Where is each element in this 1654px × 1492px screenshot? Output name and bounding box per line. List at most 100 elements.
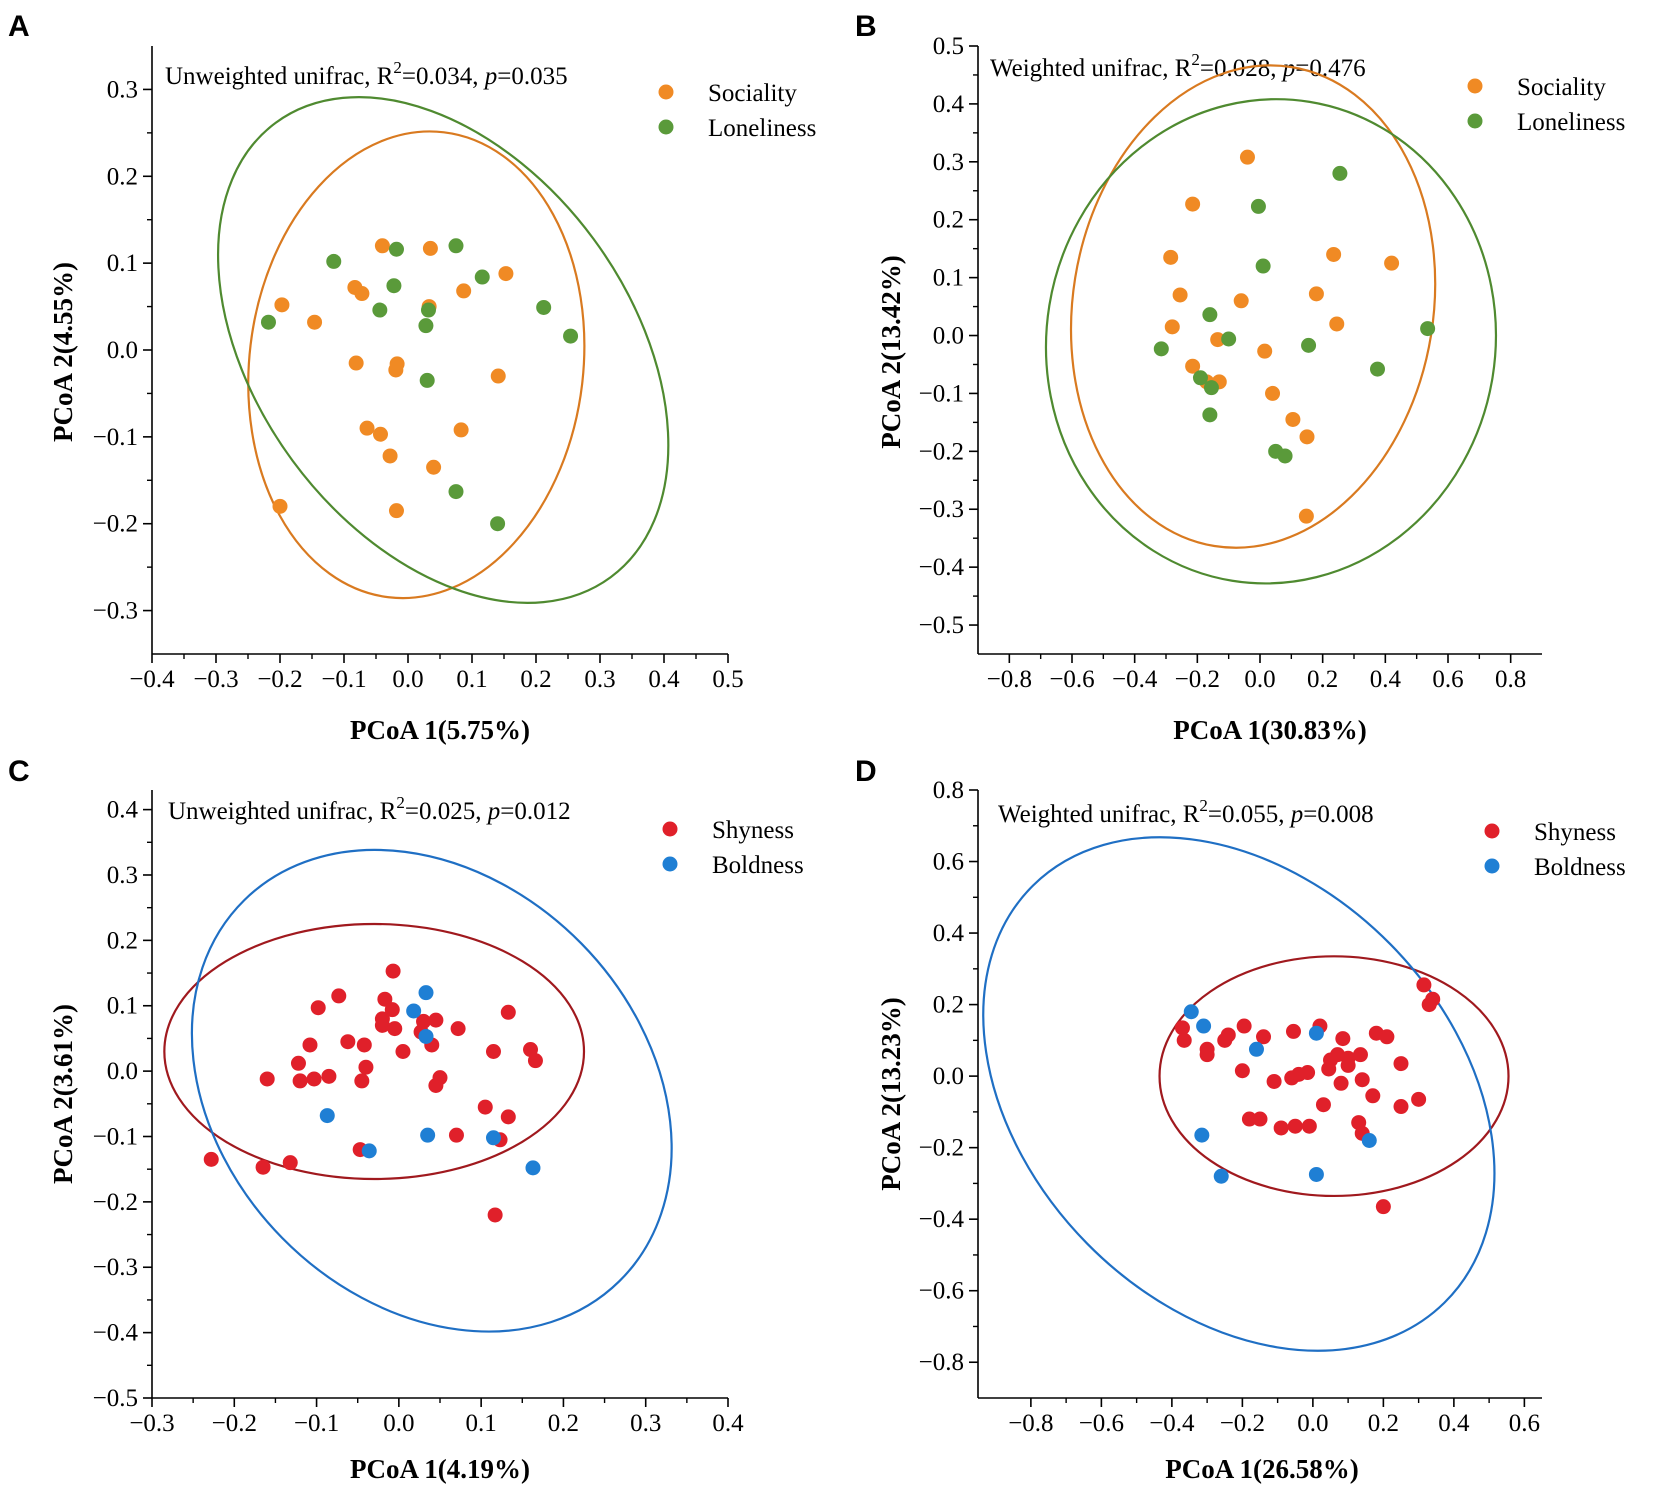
data-point-sociality: [307, 314, 323, 330]
data-point-boldness: [406, 1003, 422, 1019]
x-axis-title: PCoA 1(4.19%): [350, 1454, 530, 1484]
data-point-sociality: [1299, 429, 1315, 445]
legend-label-boldness: Boldness: [1534, 854, 1626, 881]
x-tick-label: 0.4: [712, 1410, 744, 1437]
panel-b: B −0.8 −0.6 −0.4 −0.2 0.0 0.2 0.4 0.6 0.8 −0.5 −0.4…: [855, 10, 1625, 745]
data-point-sociality: [1285, 411, 1301, 427]
data-point-shyness: [485, 1044, 501, 1060]
data-point-loneliness: [1332, 165, 1348, 181]
confidence-ellipse-shyness: [163, 922, 586, 1181]
legend-marker-boldness: [1484, 858, 1500, 874]
stats-annotation: Unweighted unifrac, R2=0.025, p=0.012: [168, 793, 571, 825]
data-point-loneliness: [474, 269, 490, 285]
x-tick-label: −0.4: [1112, 666, 1158, 693]
data-point-sociality: [1233, 293, 1249, 309]
x-tick-label: 0.6: [1432, 666, 1463, 693]
data-point-loneliness: [418, 318, 434, 334]
x-tick-label: 0.0: [1297, 1410, 1328, 1437]
y-tick-label: −0.1: [93, 1123, 138, 1150]
data-point-shyness: [1321, 1061, 1337, 1077]
data-point-sociality: [490, 368, 506, 384]
x-tick-label: 0.4: [1438, 1410, 1470, 1437]
data-point-sociality: [372, 426, 388, 442]
data-point-sociality: [1326, 246, 1342, 262]
data-point-sociality: [498, 266, 514, 282]
y-tick-label: 0.4: [933, 920, 965, 947]
data-point-sociality: [1172, 287, 1188, 303]
y-tick-label: −0.8: [919, 1349, 964, 1376]
data-point-loneliness: [1420, 321, 1436, 337]
data-point-loneliness: [490, 516, 506, 532]
data-point-sociality: [1185, 358, 1201, 374]
data-point-loneliness: [260, 314, 276, 330]
stats-annotation: Unweighted unifrac, R2=0.034, p=0.035: [165, 58, 568, 90]
data-point-loneliness: [1250, 198, 1266, 214]
panel-c: C −0.3 −0.2 −0.1 0.0 0.1 0.2 0.3 0.4 −0.5 −0.4 −0.3…: [8, 755, 804, 1484]
y-tick-label: 0.3: [107, 862, 138, 889]
x-tick-label: −0.1: [321, 666, 366, 693]
annotation-superscript: 2: [1191, 50, 1200, 69]
data-point-sociality: [388, 503, 404, 519]
y-tick-label: 0.2: [933, 992, 964, 1019]
data-point-loneliness: [386, 278, 402, 294]
x-tick-label: −0.2: [1175, 666, 1220, 693]
legend-marker-sociality: [658, 84, 674, 100]
annotation-prefix: Unweighted unifrac, R: [165, 63, 394, 90]
y-axis-title: PCoA 2(13.23%): [876, 997, 906, 1190]
y-tick-label: 0.0: [933, 323, 964, 350]
panel-letter: A: [8, 10, 30, 43]
data-point-shyness: [1174, 1020, 1190, 1036]
legend-label-sociality: Sociality: [708, 80, 797, 107]
x-tick-label: 0.6: [1509, 1410, 1540, 1437]
data-point-loneliness: [448, 238, 464, 254]
x-tick-label: −0.3: [129, 1410, 174, 1437]
panel-letter: B: [855, 10, 877, 43]
data-point-sociality: [1329, 316, 1345, 332]
annotation-p-symbol: p: [486, 798, 501, 825]
data-point-shyness: [1375, 1199, 1391, 1215]
annotation-r2: =0.025,: [405, 798, 488, 825]
stats-annotation: Weighted unifrac, R2=0.055, p=0.008: [998, 796, 1374, 828]
x-tick-label: 0.1: [466, 1410, 497, 1437]
legend-marker-loneliness: [658, 119, 674, 135]
confidence-ellipse-loneliness: [1044, 98, 1498, 585]
y-tick-label: 0.4: [107, 797, 139, 824]
data-point-shyness: [354, 1073, 370, 1089]
panel-letter: C: [8, 755, 30, 788]
data-point-shyness: [203, 1151, 219, 1167]
y-tick-label: −0.2: [919, 1135, 964, 1162]
data-point-loneliness: [1301, 337, 1317, 353]
data-point-shyness: [377, 991, 393, 1007]
y-tick-label: −0.3: [93, 598, 138, 625]
data-point-loneliness: [326, 253, 342, 269]
legend-marker-shyness: [1484, 823, 1500, 839]
y-tick-label: 0.1: [107, 993, 138, 1020]
data-point-boldness: [361, 1143, 377, 1159]
data-point-shyness: [1340, 1057, 1356, 1073]
data-point-loneliness: [563, 328, 579, 344]
data-point-sociality: [1384, 255, 1400, 271]
annotation-superscript: 2: [393, 58, 402, 77]
y-tick-label: 0.0: [107, 1058, 138, 1085]
data-point-shyness: [500, 1109, 516, 1125]
confidence-ellipse-sociality: [247, 130, 586, 600]
data-point-boldness: [1248, 1041, 1264, 1057]
x-tick-label: −0.4: [1149, 1410, 1195, 1437]
legend-marker-shyness: [662, 821, 678, 837]
data-point-shyness: [1335, 1031, 1351, 1047]
annotation-r2: =0.034,: [402, 63, 485, 90]
data-point-shyness: [340, 1034, 356, 1050]
data-point-shyness: [302, 1037, 318, 1053]
data-point-shyness: [1241, 1111, 1257, 1127]
data-point-boldness: [1308, 1025, 1324, 1041]
x-tick-label: −0.1: [294, 1410, 339, 1437]
x-tick-label: −0.8: [987, 666, 1032, 693]
x-axis-title: PCoA 1(30.83%): [1173, 715, 1366, 745]
annotation-p-value: =0.008: [1303, 801, 1373, 828]
x-tick-label: −0.3: [193, 666, 238, 693]
annotation-p-value: =0.035: [497, 63, 567, 90]
confidence-ellipse-boldness: [190, 848, 673, 1333]
data-point-sociality: [388, 362, 404, 378]
data-point-shyness: [1354, 1072, 1370, 1088]
